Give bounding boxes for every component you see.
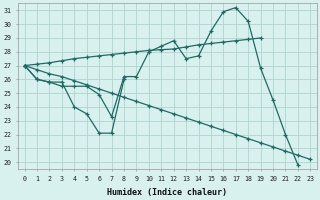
X-axis label: Humidex (Indice chaleur): Humidex (Indice chaleur) xyxy=(108,188,228,197)
